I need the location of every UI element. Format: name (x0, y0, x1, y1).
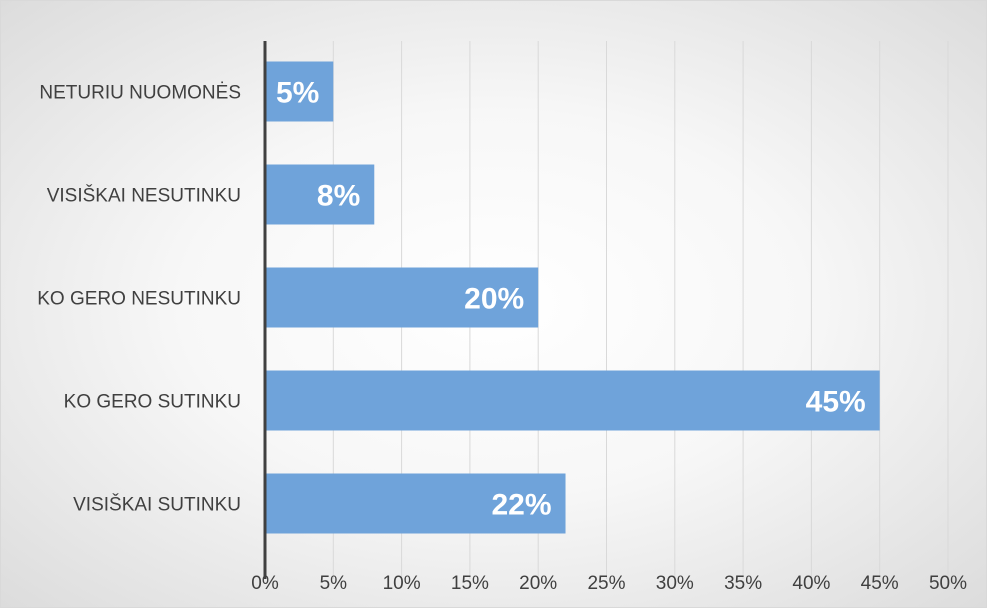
x-tick-label: 25% (587, 573, 625, 594)
category-label: NETURIU NUOMONĖS (39, 83, 241, 104)
data-label: 20% (464, 283, 524, 316)
category-label: KO GERO SUTINKU (64, 392, 241, 413)
x-tick-label: 35% (724, 573, 762, 594)
data-labels: 5% 8% 20% 45% 22% (276, 77, 866, 522)
bar (265, 164, 375, 225)
x-tick-label: 10% (383, 573, 421, 594)
bar (265, 370, 880, 431)
bars (265, 61, 880, 534)
x-tick-label: 5% (320, 573, 348, 594)
x-tick-label: 15% (451, 573, 489, 594)
data-label: 45% (806, 386, 866, 419)
bar (265, 61, 334, 122)
x-tick-labels: 0% 5% 10% 15% 20% 25% 30% 35% 40% 45% 50% (251, 573, 967, 594)
data-label: 8% (317, 180, 360, 213)
gridlines (332, 41, 949, 579)
category-labels: NETURIU NUOMONĖS VISIŠKAI NESUTINKU KO GER… (37, 83, 241, 516)
category-label: VISIŠKAI SUTINKU (73, 494, 241, 516)
x-tick-label: 50% (929, 573, 967, 594)
x-tick-label: 45% (861, 573, 899, 594)
x-tick-label: 0% (251, 573, 279, 594)
x-tick-label: 30% (656, 573, 694, 594)
bar (265, 267, 539, 328)
x-tick-label: 40% (792, 573, 830, 594)
data-label: 5% (276, 77, 319, 110)
bar (265, 473, 566, 534)
data-label: 22% (491, 489, 551, 522)
category-label: KO GERO NESUTINKU (37, 289, 241, 310)
category-label: VISIŠKAI NESUTINKU (47, 185, 241, 207)
x-tick-label: 20% (519, 573, 557, 594)
